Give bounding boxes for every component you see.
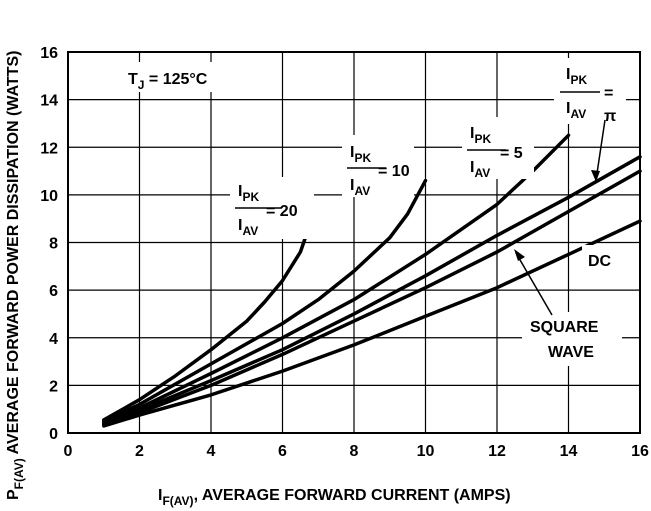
label-mask-r5 bbox=[462, 117, 534, 179]
y-tick-label: 0 bbox=[49, 426, 58, 443]
ratio-10-denominator: IAV bbox=[350, 177, 370, 198]
x-tick-label: 4 bbox=[207, 443, 216, 460]
label-mask-dc bbox=[582, 245, 624, 273]
condition-label: TJ = 125°C bbox=[128, 71, 208, 92]
ratio-pi-equals: = bbox=[604, 85, 613, 102]
series-line-5 bbox=[102, 219, 642, 428]
ratio-pi-value: π bbox=[604, 108, 616, 125]
ratio-5-numerator: IPK bbox=[470, 125, 491, 146]
label-mask-tj bbox=[122, 62, 248, 92]
square-wave-arrowhead bbox=[514, 249, 525, 261]
label-mask-square bbox=[522, 312, 622, 366]
x-tick-label: 10 bbox=[417, 443, 435, 460]
x-tick-label: 2 bbox=[135, 443, 144, 460]
y-axis-label: PF(AV) AVERAGE FORWARD POWER DISSIPATION… bbox=[5, 51, 26, 500]
x-tick-label: 12 bbox=[488, 443, 506, 460]
square-wave-label: SQUARE WAVE bbox=[514, 249, 599, 361]
y-tick-label: 6 bbox=[49, 283, 58, 300]
y-tick-label: 16 bbox=[40, 45, 58, 62]
y-tick-label: 2 bbox=[49, 378, 58, 395]
square-wave-line1: SQUARE bbox=[530, 319, 599, 336]
ratio-5-value: = 5 bbox=[500, 145, 523, 162]
ratio-label-20: IPK IAV = 20 bbox=[235, 183, 298, 238]
ratio-20-numerator: IPK bbox=[238, 183, 259, 204]
ratio-5-denominator: IAV bbox=[470, 159, 490, 180]
series-group bbox=[102, 133, 642, 428]
y-tick-label: 8 bbox=[49, 236, 58, 253]
ratio-20-denominator: IAV bbox=[238, 217, 258, 238]
x-tick-label: 6 bbox=[278, 443, 287, 460]
ratio-label-5: IPK IAV = 5 bbox=[467, 125, 523, 180]
label-mask-rpi bbox=[554, 58, 626, 124]
series-line-4 bbox=[102, 169, 642, 427]
y-tick-label: 12 bbox=[40, 140, 58, 157]
series-line-1 bbox=[102, 178, 428, 423]
x-tick-label: 8 bbox=[350, 443, 359, 460]
tick-labels: 0 2 4 6 8 10 12 14 16 0 2 4 6 8 10 12 14 16 bbox=[40, 45, 649, 460]
square-wave-arrow bbox=[515, 252, 553, 316]
y-tick-label: 10 bbox=[40, 188, 58, 205]
x-axis-label: IF(AV), AVERAGE FORWARD CURRENT (AMPS) bbox=[158, 487, 511, 508]
ratio-pi-denominator: IAV bbox=[566, 100, 586, 121]
square-wave-line2: WAVE bbox=[548, 344, 594, 361]
x-tick-label: 14 bbox=[560, 443, 578, 460]
ratio-20-value: = 20 bbox=[266, 203, 298, 220]
series-line-0 bbox=[102, 219, 313, 422]
ratio-pi-arrowhead bbox=[591, 170, 600, 182]
dc-label: DC bbox=[588, 253, 612, 270]
ratio-10-numerator: IPK bbox=[350, 144, 371, 165]
x-tick-label: 0 bbox=[64, 443, 73, 460]
ratio-pi-arrow bbox=[595, 119, 606, 181]
ratio-pi-numerator: IPK bbox=[566, 66, 587, 87]
ratio-label-10: IPK IAV = 10 bbox=[347, 144, 410, 198]
label-mask-r10 bbox=[342, 135, 414, 197]
ratio-10-value: = 10 bbox=[378, 163, 410, 180]
x-tick-label: 16 bbox=[631, 443, 649, 460]
series-line-2 bbox=[102, 133, 571, 425]
y-tick-label: 4 bbox=[49, 331, 58, 348]
ratio-label-pi: IPK IAV = π bbox=[560, 66, 616, 182]
y-tick-label: 14 bbox=[40, 93, 58, 110]
series-line-3 bbox=[102, 155, 642, 426]
